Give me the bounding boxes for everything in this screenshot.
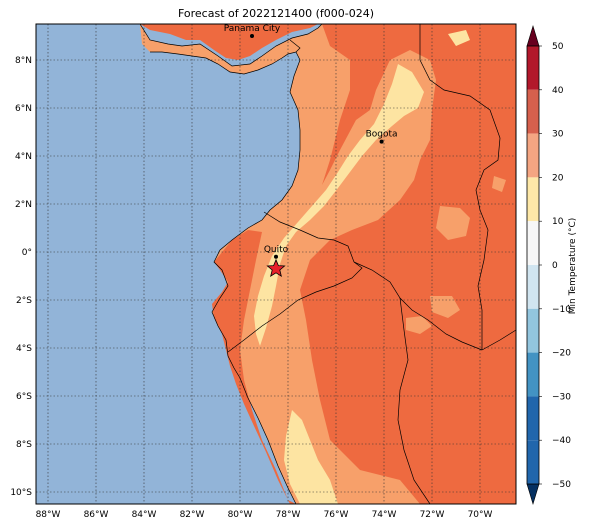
border-colombia-peru bbox=[353, 261, 483, 351]
band-10-20-north bbox=[448, 30, 470, 46]
colorbar-band bbox=[527, 352, 539, 397]
lat-tick-label: 2°N bbox=[15, 200, 32, 210]
border-panama-colombia bbox=[289, 39, 301, 53]
coastline-path bbox=[150, 51, 301, 504]
colorbar-band bbox=[527, 440, 539, 484]
colorbar-tick-label: −40 bbox=[552, 436, 571, 446]
border-ecuador-peru bbox=[227, 261, 363, 353]
lon-tick-label: 72°W bbox=[420, 510, 445, 520]
colorbar-band bbox=[527, 396, 539, 441]
city-dot bbox=[274, 254, 278, 259]
graticule bbox=[36, 24, 516, 504]
lon-tick-label: 74°W bbox=[372, 510, 397, 520]
band-10-20-south bbox=[284, 410, 338, 504]
colorbar: 50 40 30 20 10 0 −10 −20 −30 −40 −50 bbox=[526, 24, 571, 506]
lat-tick-label: 10°S bbox=[10, 488, 32, 498]
colorbar-band bbox=[527, 221, 539, 265]
lat-tick-label: 8°N bbox=[15, 56, 32, 66]
lat-tick-label: 8°S bbox=[16, 440, 32, 450]
border-brazil bbox=[481, 329, 516, 351]
lon-tick-label: 86°W bbox=[84, 510, 109, 520]
city-dot bbox=[379, 139, 384, 144]
band-10-20-andes bbox=[254, 64, 424, 346]
colorbar-label: Min Temperature (°C) bbox=[568, 218, 578, 315]
lat-tick-label: 2°S bbox=[16, 296, 32, 306]
colorbar-tick-label: 20 bbox=[552, 173, 564, 183]
lat-tick-label: 4°S bbox=[16, 344, 32, 354]
band-30-40-central-america bbox=[140, 24, 318, 60]
latitude-axis-labels: 8°N 6°N 4°N 2°N 0° 2°S 4°S 6°S 8°S 10°S bbox=[10, 56, 32, 498]
lon-tick-label: 80°W bbox=[228, 510, 253, 520]
lat-tick-label: 6°S bbox=[16, 392, 32, 402]
colorbar-tick-label: −10 bbox=[552, 305, 571, 315]
map-plot-area: Panama City Bogota Quito bbox=[36, 24, 516, 504]
band-20-30-patch-3 bbox=[430, 296, 460, 318]
lon-tick-label: 76°W bbox=[324, 510, 349, 520]
border-colombia-venezuela bbox=[419, 24, 501, 350]
colorbar-band bbox=[527, 133, 539, 178]
colorbar-band bbox=[527, 89, 539, 134]
colorbar-tick-label: −20 bbox=[552, 349, 571, 359]
lon-tick-label: 88°W bbox=[36, 510, 61, 520]
lat-tick-label: 6°N bbox=[15, 104, 32, 114]
colorbar-tick-label: −50 bbox=[552, 480, 571, 490]
border-peru-brazil bbox=[397, 297, 431, 504]
colorbar-tick-label: 0 bbox=[552, 261, 558, 271]
lon-tick-label: 82°W bbox=[180, 510, 205, 520]
lon-tick-label: 84°W bbox=[132, 510, 157, 520]
longitude-axis-labels: 88°W 86°W 84°W 82°W 80°W 78°W 76°W 74°W 72°W 70°W bbox=[36, 510, 493, 520]
band-20-30-patch-2 bbox=[406, 316, 432, 334]
colorbar-band bbox=[527, 265, 539, 309]
coastline-path bbox=[139, 24, 323, 67]
city-dot bbox=[250, 34, 254, 38]
lat-tick-label: 0° bbox=[22, 248, 32, 258]
colorbar-extend-top bbox=[526, 24, 540, 47]
band-20-30-patch-4 bbox=[492, 176, 506, 192]
colorbar-tick-label: 40 bbox=[552, 86, 564, 96]
map-frame bbox=[35, 23, 517, 505]
colorbar-tick-label: −30 bbox=[552, 392, 571, 402]
band-30-40-coast bbox=[212, 230, 296, 504]
band-30-40-east bbox=[300, 24, 516, 504]
city-label: Bogota bbox=[366, 130, 398, 140]
colorbar-band bbox=[527, 308, 539, 353]
band-20-30-patch-1 bbox=[436, 206, 470, 240]
target-location-star bbox=[266, 258, 286, 277]
borders bbox=[139, 24, 516, 504]
lon-tick-label: 78°W bbox=[276, 510, 301, 520]
colorbar-extend-bottom bbox=[526, 483, 540, 506]
colorbar-band bbox=[527, 177, 539, 222]
border-colombia-ecuador bbox=[263, 211, 355, 263]
city-label: Quito bbox=[264, 245, 289, 255]
city-markers: Panama City Bogota Quito bbox=[224, 24, 398, 259]
colorbar-tick-label: 30 bbox=[552, 130, 564, 140]
colorbar-tick-label: 10 bbox=[552, 217, 564, 227]
colorbar-tick-label: 50 bbox=[552, 42, 564, 52]
lat-tick-label: 4°N bbox=[15, 152, 32, 162]
city-label: Panama City bbox=[224, 24, 281, 34]
lon-tick-label: 70°W bbox=[468, 510, 493, 520]
map-title: Forecast of 2022121400 (f000-024) bbox=[177, 7, 375, 20]
colorbar-band bbox=[527, 46, 539, 90]
